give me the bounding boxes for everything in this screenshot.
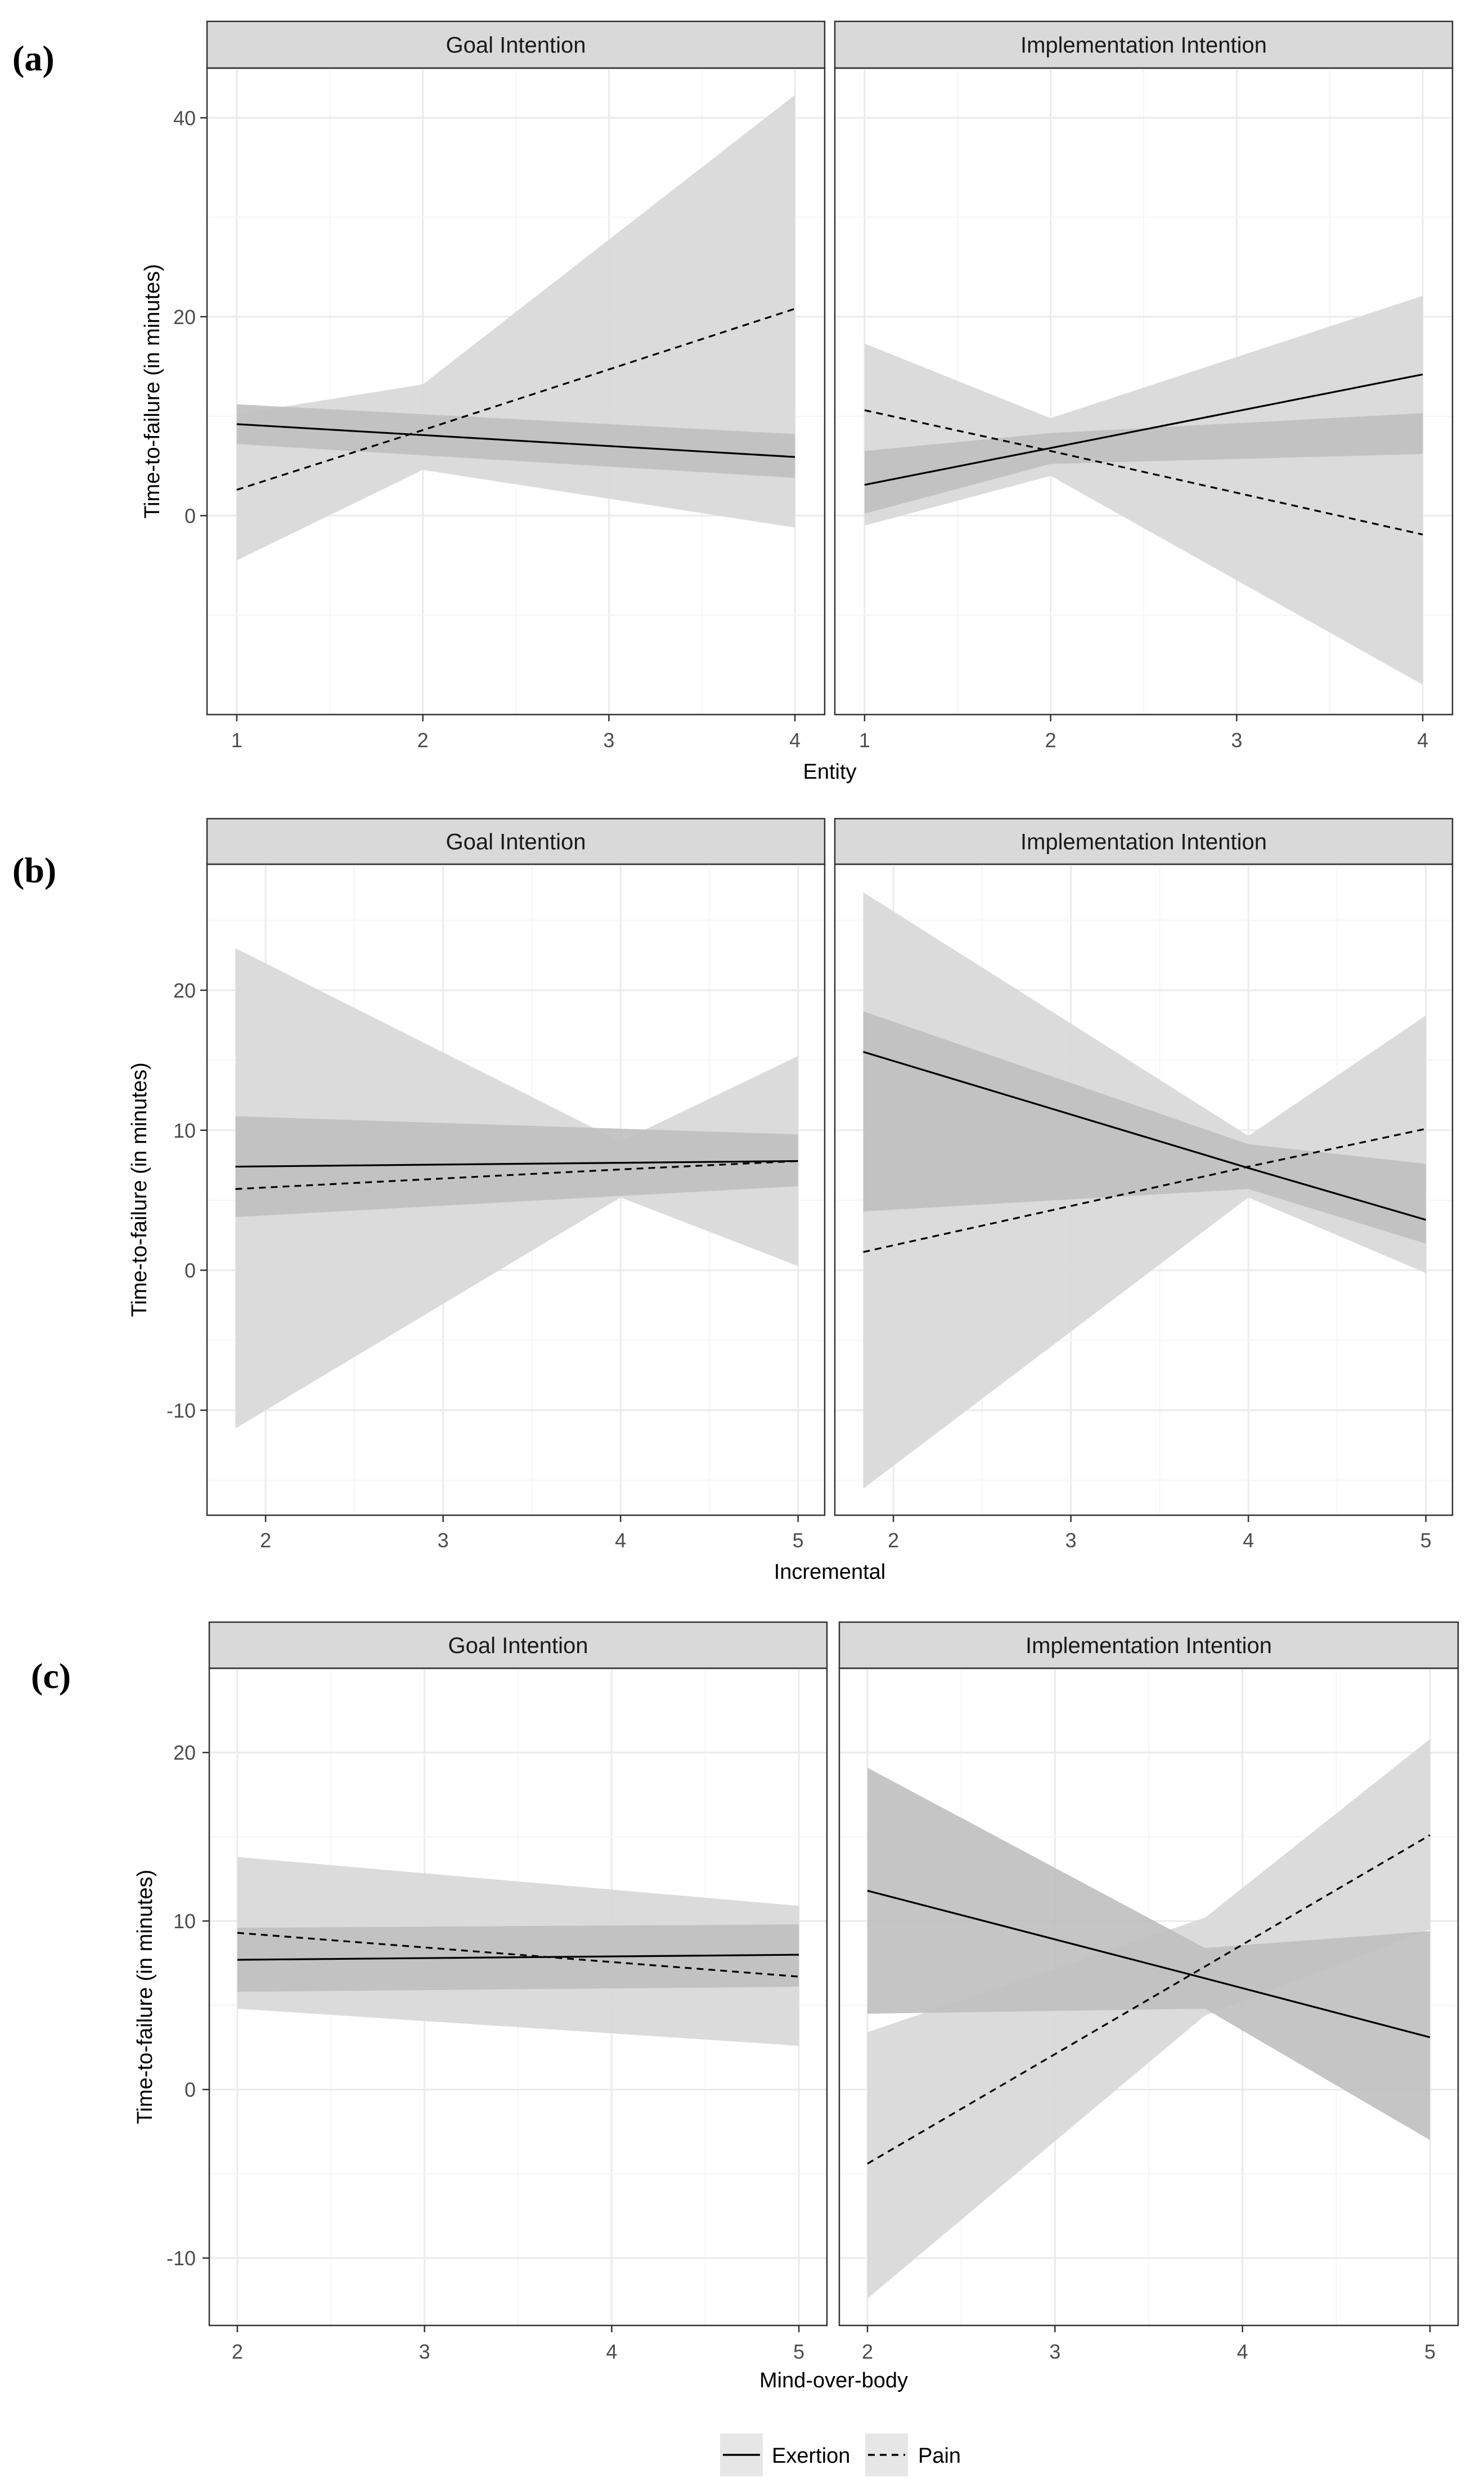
x-tick-label: 4 bbox=[1417, 729, 1428, 752]
x-tick-label: 4 bbox=[615, 1529, 626, 1552]
legend: Exertion Pain bbox=[720, 2433, 961, 2476]
ci-band-exertion bbox=[235, 1116, 798, 1218]
ci-band-exertion bbox=[867, 1767, 1430, 2140]
x-tick-label: 5 bbox=[793, 2340, 804, 2363]
facet-strip bbox=[206, 20, 826, 69]
panel-label: (b) bbox=[12, 850, 56, 890]
fit-line-pain bbox=[864, 409, 1423, 536]
y-axis-title: Time-to-failure (in minutes) bbox=[141, 264, 164, 519]
facet-strip bbox=[834, 818, 1454, 865]
x-tick-label: 5 bbox=[793, 1529, 804, 1552]
facet-1: Implementation Intention 2 3 4 5 bbox=[838, 1621, 1459, 2363]
y-tick-label: 0 bbox=[185, 504, 196, 527]
y-tick-label: 20 bbox=[173, 306, 196, 329]
facet-title: Goal Intention bbox=[448, 1633, 588, 1658]
panel-border bbox=[834, 67, 1454, 716]
fit-line-exertion bbox=[867, 1889, 1431, 2039]
ci-band-pain bbox=[864, 295, 1423, 685]
x-tick-label: 3 bbox=[438, 1529, 449, 1552]
facet-title: Goal Intention bbox=[446, 33, 586, 58]
chart-panel-1: (b) Goal Intention 2 3 4 5 -10 0 10 20 Implementat… bbox=[12, 818, 1454, 1584]
facet-0: Goal Intention 2 3 4 5 -10 0 10 20 bbox=[167, 1621, 828, 2363]
facet-1: Implementation Intention 1 2 3 4 bbox=[834, 20, 1454, 752]
legend-label-exertion: Exertion bbox=[772, 2444, 850, 2468]
x-tick-label: 2 bbox=[862, 2340, 873, 2363]
facet-title: Implementation Intention bbox=[1026, 1633, 1272, 1658]
series-layer bbox=[236, 95, 795, 561]
panel-border bbox=[834, 863, 1454, 1516]
facet-strip bbox=[838, 1621, 1459, 1669]
y-axis-title: Time-to-failure (in minutes) bbox=[128, 1062, 151, 1317]
fit-line-exertion bbox=[236, 423, 795, 458]
facet-1: Implementation Intention 2 3 4 5 bbox=[834, 818, 1454, 1552]
panel-border bbox=[206, 67, 826, 716]
fit-line-exertion bbox=[237, 1954, 799, 1961]
x-tick-label: 5 bbox=[1420, 1529, 1432, 1552]
facet-strip bbox=[834, 20, 1454, 69]
panel-border bbox=[208, 1667, 828, 2327]
fit-line-exertion bbox=[863, 1050, 1427, 1221]
chart-panel-2: (c) Goal Intention 2 3 4 5 -10 0 10 20 Implementat… bbox=[31, 1621, 1459, 2392]
series-layer bbox=[863, 892, 1427, 1489]
y-tick-label: 40 bbox=[173, 106, 196, 129]
fit-line-exertion bbox=[235, 1160, 798, 1168]
x-tick-label: 4 bbox=[789, 729, 801, 752]
x-tick-label: 2 bbox=[260, 1529, 271, 1552]
x-tick-label: 1 bbox=[231, 729, 242, 752]
ci-band-exertion bbox=[864, 413, 1423, 514]
series-layer bbox=[237, 1857, 799, 2046]
x-tick-label: 4 bbox=[606, 2340, 617, 2363]
fit-line-pain bbox=[236, 308, 795, 491]
panel-border bbox=[838, 1667, 1459, 2327]
y-tick-label: 20 bbox=[173, 979, 196, 1002]
x-tick-label: 3 bbox=[1049, 2340, 1060, 2363]
x-axis-title: Entity bbox=[803, 760, 856, 784]
ci-band-exertion bbox=[863, 1011, 1426, 1244]
x-tick-label: 3 bbox=[1231, 729, 1242, 752]
y-tick-label: 10 bbox=[173, 1910, 196, 1933]
fit-line-pain bbox=[863, 1128, 1427, 1253]
series-layer bbox=[235, 948, 798, 1429]
legend-label-pain: Pain bbox=[918, 2444, 961, 2468]
ci-band-pain bbox=[867, 1739, 1430, 2299]
x-axis-title: Mind-over-body bbox=[759, 2369, 908, 2392]
x-tick-label: 1 bbox=[859, 729, 870, 752]
y-tick-label: 20 bbox=[173, 1741, 196, 1764]
panel-border bbox=[206, 863, 826, 1516]
x-tick-label: 2 bbox=[417, 729, 429, 752]
facet-strip bbox=[208, 1621, 828, 1669]
y-tick-label: 0 bbox=[185, 2078, 196, 2102]
facet-title: Implementation Intention bbox=[1020, 830, 1267, 855]
x-axis-title: Incremental bbox=[774, 1560, 886, 1584]
panel-label: (a) bbox=[12, 38, 55, 78]
x-tick-label: 3 bbox=[603, 729, 614, 752]
series-layer bbox=[864, 295, 1423, 685]
panel-label: (c) bbox=[31, 1656, 71, 1696]
facet-0: Goal Intention 2 3 4 5 -10 0 10 20 bbox=[167, 818, 826, 1552]
x-tick-label: 2 bbox=[232, 2340, 243, 2363]
facet-title: Implementation Intention bbox=[1020, 33, 1267, 58]
facet-strip bbox=[206, 818, 826, 865]
x-tick-label: 2 bbox=[888, 1529, 899, 1552]
x-tick-label: 5 bbox=[1424, 2340, 1436, 2363]
x-tick-label: 2 bbox=[1045, 729, 1056, 752]
x-tick-label: 3 bbox=[1065, 1529, 1077, 1552]
x-tick-label: 4 bbox=[1243, 1529, 1254, 1552]
y-tick-label: -10 bbox=[167, 2247, 196, 2270]
fit-line-pain bbox=[867, 1834, 1431, 2165]
facet-title: Goal Intention bbox=[446, 830, 586, 855]
fit-line-exertion bbox=[864, 373, 1423, 486]
x-tick-label: 4 bbox=[1237, 2340, 1248, 2363]
series-layer bbox=[867, 1739, 1431, 2299]
y-tick-label: 0 bbox=[185, 1259, 196, 1282]
x-tick-label: 3 bbox=[419, 2340, 430, 2363]
y-tick-label: -10 bbox=[167, 1399, 196, 1422]
y-axis-title: Time-to-failure (in minutes) bbox=[133, 1870, 157, 2125]
y-tick-label: 10 bbox=[173, 1119, 196, 1142]
